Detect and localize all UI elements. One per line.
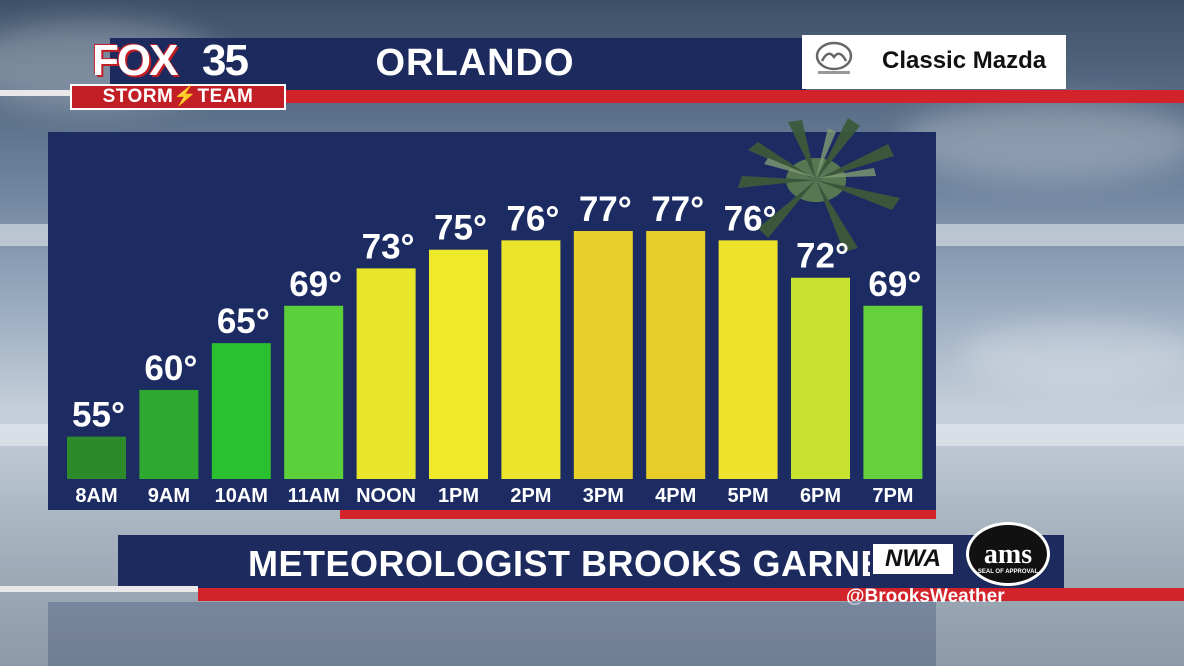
palm-tree-icon xyxy=(738,118,900,252)
location-title: ORLANDO xyxy=(375,42,575,84)
ams-seal-text: ams xyxy=(983,539,1033,570)
hour-tick-label: 3PM xyxy=(583,485,624,507)
temperature-value-label: 60° xyxy=(144,349,197,388)
header-bar xyxy=(110,38,806,90)
temperature-value-label: 75° xyxy=(434,209,487,248)
sponsor-name: Classic Mazda xyxy=(882,47,1047,74)
temperature-value-label: 73° xyxy=(362,227,415,266)
logo-number: 35 xyxy=(202,36,249,85)
temperature-bar xyxy=(863,305,923,479)
temperature-value-label: 77° xyxy=(651,190,704,229)
hour-tick-label: NOON xyxy=(356,485,416,507)
hourly-temperature-chart: 55° 8AM 60° 9AM 65° 10AM 69° 11AM 73° NOON 75° 1PM 7… xyxy=(67,190,923,507)
temperature-value-label: 77° xyxy=(579,190,632,229)
chart-reflection xyxy=(48,602,936,666)
temperature-bar xyxy=(67,436,126,479)
chart-panel-red-stripe xyxy=(340,510,936,519)
background-cloud xyxy=(900,100,1184,180)
temperature-value-label: 72° xyxy=(796,237,849,276)
mazda-emblem-icon xyxy=(815,41,853,74)
hour-tick-label: 4PM xyxy=(655,485,696,507)
temperature-bar xyxy=(573,231,633,479)
header-white-line xyxy=(0,90,70,96)
logo-fox-text: FOX xyxy=(92,36,178,85)
temperature-bar xyxy=(284,305,344,479)
hour-tick-label: 1PM xyxy=(438,485,479,507)
temperature-value-label: 76° xyxy=(724,199,777,238)
hour-tick-label: 11AM xyxy=(288,485,340,507)
name-bar-red-stripe xyxy=(198,588,1184,601)
temperature-bar xyxy=(501,240,561,479)
header-red-stripe xyxy=(280,90,1184,103)
meteorologist-name: METEOROLOGIST BROOKS GARNER xyxy=(248,543,912,584)
hour-tick-label: 6PM xyxy=(800,485,841,507)
temperature-bar xyxy=(429,249,488,479)
temperature-bar xyxy=(139,389,199,479)
temperature-value-label: 55° xyxy=(72,396,125,435)
temperature-value-label: 69° xyxy=(289,265,342,304)
nwa-badge: NWA xyxy=(870,541,956,577)
temperature-bar xyxy=(211,343,271,479)
hour-tick-label: 5PM xyxy=(728,485,769,507)
background-cloud xyxy=(960,320,1184,390)
temperature-bar xyxy=(718,240,778,479)
name-bar-white-line xyxy=(0,586,198,592)
temperature-bar xyxy=(646,231,706,479)
hour-tick-label: 10AM xyxy=(215,485,268,507)
hour-tick-label: 8AM xyxy=(75,485,117,507)
hour-tick-label: 9AM xyxy=(148,485,190,507)
hour-tick-label: 7PM xyxy=(872,485,913,507)
temperature-value-label: 65° xyxy=(217,302,270,341)
social-handle: @BrooksWeather xyxy=(846,586,1005,607)
station-logo: FOX 35 STORM⚡TEAM xyxy=(70,36,286,112)
sponsor-box: Classic Mazda xyxy=(802,35,1066,89)
ams-seal-subtext: SEAL OF APPROVAL xyxy=(977,569,1039,575)
temperature-bar xyxy=(356,268,416,479)
temperature-value-label: 69° xyxy=(868,265,921,304)
ams-seal: ams SEAL OF APPROVAL xyxy=(966,522,1050,586)
hour-tick-label: 2PM xyxy=(510,485,551,507)
temperature-value-label: 76° xyxy=(506,199,559,238)
temperature-bar xyxy=(791,277,850,479)
logo-storm-team: STORM⚡TEAM xyxy=(70,84,286,110)
